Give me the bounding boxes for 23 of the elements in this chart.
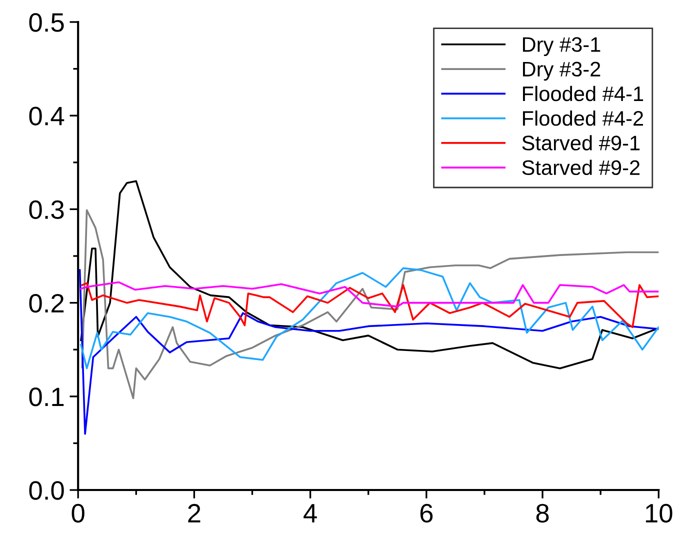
line-series (80, 281, 659, 308)
legend-label: Starved #9-2 (522, 160, 640, 176)
y-tick-label: 0.2 (29, 294, 64, 313)
y-tick-label: 0.4 (29, 106, 64, 126)
line-series (80, 267, 659, 370)
x-tick-label: 8 (536, 504, 549, 523)
legend-label: Flooded #4-1 (522, 86, 644, 102)
x-tick-label: 2 (188, 504, 200, 522)
legend-label: Flooded #4-2 (522, 110, 644, 126)
x-tick-label: 10 (646, 504, 672, 523)
y-tick-label: 0.0 (29, 481, 64, 500)
y-tick-label: 0.5 (29, 13, 64, 32)
x-tick-label: 0 (72, 504, 84, 523)
legend-label: Dry #3-1 (522, 37, 600, 56)
line-series (81, 282, 659, 328)
y-tick-label: 0.3 (29, 200, 64, 220)
line-series (81, 209, 659, 400)
x-tick-label: 6 (420, 504, 433, 523)
x-tick-label: 4 (304, 504, 317, 522)
legend-label: Starved #9-1 (522, 135, 640, 150)
legend-label: Dry #3-2 (522, 62, 600, 81)
y-tick-label: 0.1 (29, 388, 64, 406)
line-series (78, 269, 659, 435)
